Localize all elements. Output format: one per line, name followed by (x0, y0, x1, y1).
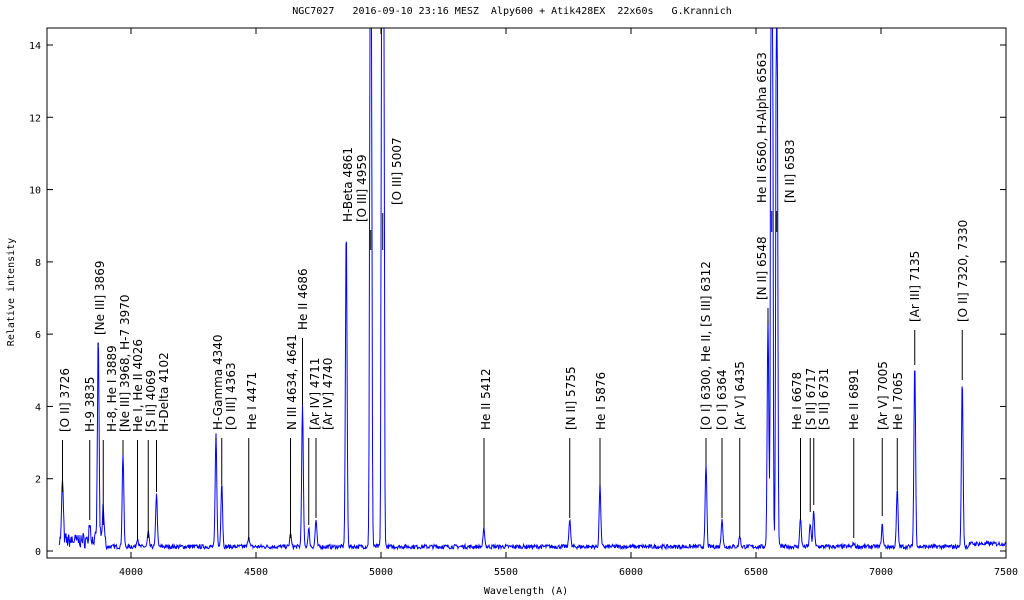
annotation-label: [Ar V] 7005 (876, 361, 890, 430)
x-tick-label: 6500 (744, 567, 768, 578)
y-tick-label: 8 (35, 258, 41, 269)
annotation-label: [N II] 6583 (783, 139, 797, 203)
annotation-label: [Ar III] 7135 (908, 251, 922, 322)
y-tick-label: 14 (29, 41, 41, 52)
annotation-label: [O III] 4363 (224, 362, 238, 430)
annotation-label: [O I] 6300, He II, [S III] 6312 (699, 261, 713, 430)
x-axis-label: Wavelength (A) (484, 586, 568, 597)
annotation-label: He II 6891 (847, 368, 861, 430)
annotation-label: [O I] 6364 (715, 369, 729, 430)
annotation-label: He I, He II 4026 (131, 339, 145, 432)
y-tick-label: 0 (35, 547, 41, 558)
annotation-label: [O III] 4959 (355, 154, 369, 222)
annotation-label: [Ar V] 6435 (733, 361, 747, 430)
annotation-label: H-8, He I 3889 (105, 345, 119, 432)
x-tick-label: 4500 (244, 567, 268, 578)
annotation-label: [O III] 5007 (390, 137, 404, 205)
annotation-label: He II 6560, H-Alpha 6563 (755, 52, 769, 203)
x-tick-label: 5500 (494, 567, 518, 578)
x-tick-label: 7000 (869, 567, 893, 578)
annotation-label: [S II] 4069 (144, 370, 158, 432)
annotation-label: He I 4471 (245, 372, 259, 430)
y-tick-label: 10 (29, 186, 41, 197)
y-tick-label: 12 (29, 113, 41, 124)
x-tick-label: 5000 (369, 567, 393, 578)
y-axis-label: Relative intensity (6, 238, 17, 346)
plot-frame (46, 27, 1007, 559)
annotation-label: [Ar IV] 4740 (321, 358, 335, 430)
annotation-label: [Ar IV] 4711 (308, 358, 322, 430)
annotation-label: H-Delta 4102 (157, 352, 171, 432)
annotation-label: He I 6678 (790, 372, 804, 430)
annotation-label: H-9 3835 (83, 377, 97, 432)
annotation-label: H-Gamma 4340 (211, 334, 225, 430)
annotation-label: [N II] 5755 (564, 366, 578, 430)
annotation-label: [O II] 3726 (58, 368, 72, 432)
annotation-label: He I 5876 (594, 372, 608, 430)
annotation-label: H-Beta 4861 (341, 147, 355, 222)
annotation-label: He I 7065 (891, 372, 905, 430)
x-tick-label: 6000 (619, 567, 643, 578)
x-tick-label: 4000 (119, 567, 143, 578)
annotation-label: [S II] 6717 (804, 368, 818, 430)
annotation-label: [O II] 7320, 7330 (956, 220, 970, 322)
x-tick-label: 7500 (994, 567, 1018, 578)
annotation-label: [Ne III] 3968, H-7 3970 (118, 295, 132, 432)
y-tick-label: 4 (35, 402, 41, 413)
annotation-label: He II 5412 (479, 368, 493, 430)
chart-title: NGC7027 2016-09-10 23:16 MESZ Alpy600 + … (292, 6, 732, 17)
y-tick-label: 2 (35, 475, 41, 486)
annotation-label: [Ne III] 3869 (93, 260, 107, 335)
annotation-label: [S II] 6731 (817, 368, 831, 430)
annotation-label: N III 4634, 4641 (285, 334, 299, 430)
annotation-label: He II 4686 (296, 268, 310, 330)
spectrum-line (58, 28, 1006, 551)
annotation-label: [N II] 6548 (755, 236, 769, 300)
y-tick-label: 6 (35, 330, 41, 341)
